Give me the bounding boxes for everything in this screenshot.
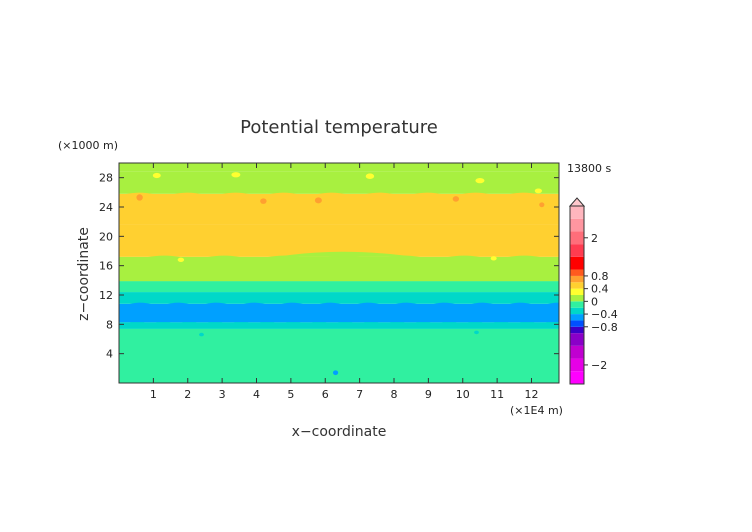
wave-lower-teal: [119, 320, 559, 329]
colorbar-level-8: [570, 307, 584, 315]
x-tick-label: 6: [322, 388, 329, 401]
x-tick-label: 8: [391, 388, 398, 401]
x-tick-label: 4: [253, 388, 260, 401]
y-tick-label: 24: [99, 201, 113, 214]
field-patch-7: [231, 172, 241, 178]
field-patch-17: [497, 184, 504, 189]
field-patch-5: [539, 202, 545, 208]
y-tick-label: 16: [99, 260, 113, 273]
colorbar-labels: 2 0.80.40−0.4−0.8 −2: [584, 232, 618, 372]
wave-yellow-band: [119, 255, 559, 282]
x-tick-label: 3: [219, 388, 226, 401]
field-band-7: [119, 224, 559, 257]
y-tick-label: 20: [99, 230, 113, 243]
field-patch-13: [177, 257, 185, 262]
x-tick-label: 5: [287, 388, 294, 401]
colorbar-level-3: [570, 345, 584, 359]
colorbar-tick-label: 2: [591, 232, 598, 245]
x-tick-label: 11: [490, 388, 504, 401]
x-tick-label: 7: [356, 388, 363, 401]
colorbar-level-2: [570, 358, 584, 372]
colorbar-level-19: [570, 206, 584, 219]
x-tick-label: 12: [525, 388, 539, 401]
y-unit-label: (×1000 m): [58, 139, 118, 152]
colorbar-level-6: [570, 320, 584, 327]
field-patch-18: [199, 332, 204, 337]
x-tick-label: 2: [184, 388, 191, 401]
colorbar-tick-label: −0.8: [591, 321, 618, 334]
x-tick-label: 10: [456, 388, 470, 401]
colorbar: [568, 197, 586, 385]
colorbar-tick-label: 0.4: [591, 283, 609, 296]
field-patch-19: [474, 330, 479, 335]
field-patch-11: [263, 250, 270, 256]
field-band-9: [119, 171, 559, 194]
colorbar-tick-label: −0.4: [591, 308, 618, 321]
colorbar-level-4: [570, 333, 584, 346]
colorbar-level-17: [570, 231, 584, 245]
field-patch-20: [332, 370, 339, 376]
field-patch-1: [136, 194, 143, 201]
field-band-4: [119, 292, 559, 304]
y-tick-label: 28: [99, 172, 113, 185]
colorbar-tick-label: 0: [591, 295, 598, 308]
x-tick-label: 9: [425, 388, 432, 401]
field-patch-15: [194, 180, 202, 185]
field-band-5: [119, 281, 559, 293]
colorbar-level-12: [570, 282, 584, 289]
colorbar-level-7: [570, 314, 584, 321]
field-patch-2: [260, 198, 267, 204]
y-tick-label: 12: [99, 289, 113, 302]
field-details: [119, 172, 559, 376]
x-unit-label: (×1E4 m): [510, 404, 563, 417]
field-patch-9: [475, 178, 485, 184]
field-patch-8: [365, 173, 375, 179]
wave-blue-band: [119, 302, 559, 323]
wave-orange-upper: [119, 192, 559, 225]
colorbar-level-10: [570, 295, 584, 302]
colorbar-level-13: [570, 275, 584, 283]
field-patch-12: [394, 239, 401, 245]
field-patch-6: [152, 172, 161, 179]
time-label: 13800 s: [567, 162, 611, 175]
field-band-10: [119, 163, 559, 172]
y-tick-label: 8: [106, 318, 113, 331]
colorbar-level-16: [570, 244, 584, 257]
x-axis-ticks: 1 2 3 4 5 6 7 8 9 10 11 12: [150, 163, 539, 401]
y-axis-title: z−coordinate: [76, 227, 92, 321]
x-tick-label: 1: [150, 388, 157, 401]
field-patch-14: [490, 256, 497, 261]
colorbar-tick-label: −2: [591, 359, 607, 372]
colorbar-level-1: [570, 371, 584, 384]
colorbar-level-5: [570, 326, 584, 334]
chart-title: Potential temperature: [240, 117, 438, 138]
x-axis-title: x−coordinate: [292, 424, 387, 440]
field-patch-3: [314, 197, 322, 204]
plot-frame: [118, 162, 560, 384]
colorbar-level-9: [570, 301, 584, 308]
field-patch-10: [534, 188, 542, 194]
colorbar-tick-label: 0.8: [591, 270, 609, 283]
colorbar-level-14: [570, 269, 584, 276]
colorbar-level-18: [570, 218, 584, 232]
colorbar-level-11: [570, 288, 584, 295]
field-patch-16: [401, 179, 408, 184]
colorbar-max-arrow: [568, 197, 586, 207]
y-tick-label: 4: [106, 348, 113, 361]
field-band-1: [119, 328, 559, 383]
field-patch-4: [452, 196, 460, 202]
colorbar-level-15: [570, 256, 584, 270]
yellow-bulge: [277, 251, 415, 257]
y-axis-ticks: 4 8 12 16 20 24 28: [99, 172, 559, 361]
